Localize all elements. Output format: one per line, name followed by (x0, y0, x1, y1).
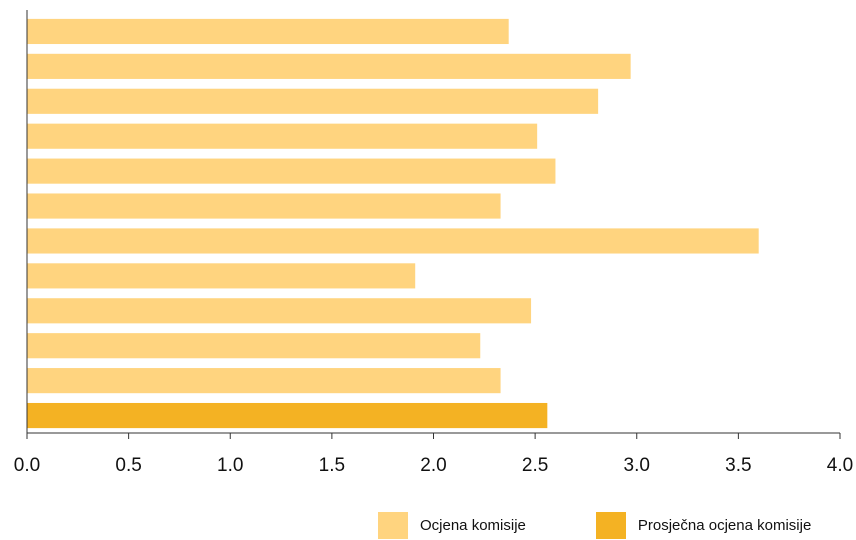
legend-swatch-ocjena-komisije (378, 512, 408, 539)
bar-2 (27, 53, 631, 79)
bar-7 (27, 228, 759, 254)
bar-3 (27, 88, 599, 114)
bar-8 (27, 263, 416, 289)
x-tick-label: 1.0 (217, 455, 243, 476)
x-tick-label: 3.0 (624, 455, 650, 476)
legend: Ocjena komisije Prosječna ocjena komisij… (378, 512, 811, 539)
bar-chart: 0.0 0.5 1.0 1.5 2.0 2.5 3.0 3.5 4.0 (14, 10, 853, 476)
legend-label-prosjecna-ocjena: Prosječna ocjena komisije (637, 517, 812, 534)
bar-11 (27, 368, 501, 394)
bar-average (27, 402, 548, 429)
legend-swatch-prosjecna-ocjena (595, 512, 626, 539)
x-tick-label: 2.0 (420, 455, 446, 476)
bar-4 (27, 123, 538, 149)
bar-1 (27, 18, 509, 45)
x-tick-label: 0.0 (14, 455, 40, 476)
x-tick-label: 4.0 (827, 455, 853, 476)
x-tick-label: 3.5 (725, 455, 751, 476)
x-tick-label: 0.5 (115, 455, 141, 476)
axes-group: 0.0 0.5 1.0 1.5 2.0 2.5 3.0 3.5 4.0 (14, 10, 853, 476)
bar-5 (27, 158, 556, 184)
bar-6 (27, 193, 501, 219)
legend-item-ocjena-komisije: Ocjena komisije (378, 512, 526, 539)
bars-group (27, 18, 759, 429)
legend-item-prosjecna-ocjena: Prosječna ocjena komisije (595, 512, 812, 539)
x-tick-label: 2.5 (522, 455, 548, 476)
bar-9 (27, 298, 532, 324)
x-tick-label: 1.5 (319, 455, 345, 476)
bar-10 (27, 333, 481, 359)
legend-label-ocjena-komisije: Ocjena komisije (420, 517, 526, 534)
